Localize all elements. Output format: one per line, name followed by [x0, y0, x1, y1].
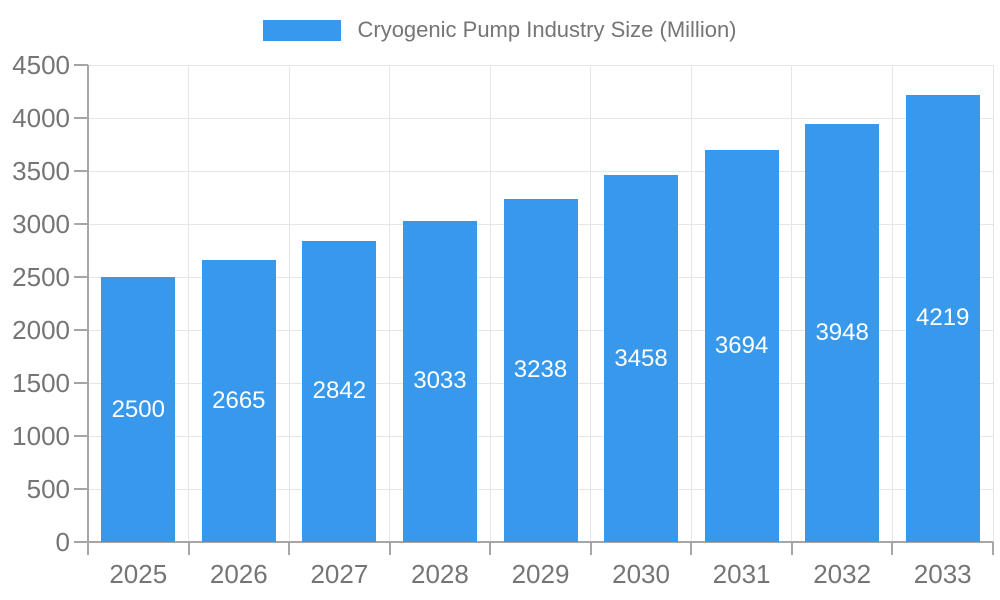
- x-gridline: [288, 65, 290, 542]
- y-axis-label: 3000: [12, 209, 70, 239]
- x-gridline: [389, 65, 391, 542]
- y-gridline: [88, 64, 993, 66]
- x-tick: [690, 542, 693, 555]
- x-axis-label: 2025: [109, 559, 168, 589]
- y-axis-label: 4000: [12, 103, 70, 133]
- y-tick: [74, 64, 88, 66]
- x-tick: [187, 542, 190, 555]
- bar-2032[interactable]: [805, 123, 880, 542]
- y-axis-label: 1000: [12, 421, 70, 451]
- y-axis-label: 2000: [12, 315, 70, 345]
- x-gridline: [992, 65, 994, 542]
- y-axis-label: 4500: [12, 50, 70, 80]
- x-axis-label: 2032: [813, 559, 872, 589]
- x-tick: [388, 542, 391, 555]
- x-tick: [489, 542, 492, 555]
- legend-swatch[interactable]: [263, 19, 342, 41]
- y-tick: [74, 276, 88, 278]
- y-axis-label: 2500: [12, 262, 70, 292]
- bar-2029[interactable]: [503, 198, 578, 542]
- y-axis-label: 0: [55, 527, 70, 557]
- x-gridline: [590, 65, 592, 542]
- bar-2027[interactable]: [302, 240, 377, 542]
- x-tick: [589, 542, 592, 555]
- x-axis-label: 2026: [209, 559, 268, 589]
- x-axis-label: 2028: [411, 559, 469, 589]
- bar-2033[interactable]: [905, 94, 980, 542]
- x-gridline: [188, 65, 190, 542]
- bar-2026[interactable]: [201, 259, 276, 542]
- x-gridline: [690, 65, 692, 542]
- y-axis-line: [87, 65, 89, 555]
- legend[interactable]: Cryogenic Pump Industry Size (Million): [0, 17, 1000, 43]
- x-tick: [891, 542, 894, 555]
- x-axis-line: [88, 541, 993, 543]
- bar-2025[interactable]: [101, 277, 176, 542]
- y-gridline: [88, 117, 993, 119]
- y-tick: [74, 329, 88, 331]
- x-gridline: [791, 65, 793, 542]
- x-axis-label: 2030: [612, 559, 670, 589]
- y-tick: [74, 382, 88, 384]
- x-tick: [992, 542, 994, 555]
- x-tick: [790, 542, 793, 555]
- bar-2028[interactable]: [402, 220, 477, 542]
- bar-2031[interactable]: [704, 150, 779, 542]
- x-tick: [288, 542, 291, 555]
- y-gridline: [88, 170, 993, 172]
- x-axis-label: 2029: [511, 559, 570, 589]
- y-axis-label: 500: [26, 474, 70, 504]
- y-tick: [74, 435, 88, 437]
- y-tick: [74, 541, 88, 543]
- x-gridline: [891, 65, 893, 542]
- y-axis-label: 3500: [12, 156, 70, 186]
- x-axis-label: 2031: [712, 559, 771, 589]
- legend-label[interactable]: Cryogenic Pump Industry Size (Million): [357, 17, 737, 42]
- x-axis-label: 2033: [913, 559, 972, 589]
- y-axis-label: 1500: [12, 368, 70, 398]
- x-gridline: [489, 65, 491, 542]
- y-tick: [74, 117, 88, 119]
- y-tick: [74, 170, 88, 172]
- y-tick: [74, 488, 88, 490]
- bar-2030[interactable]: [604, 175, 679, 542]
- y-tick: [74, 223, 88, 225]
- x-axis-label: 2027: [310, 559, 369, 589]
